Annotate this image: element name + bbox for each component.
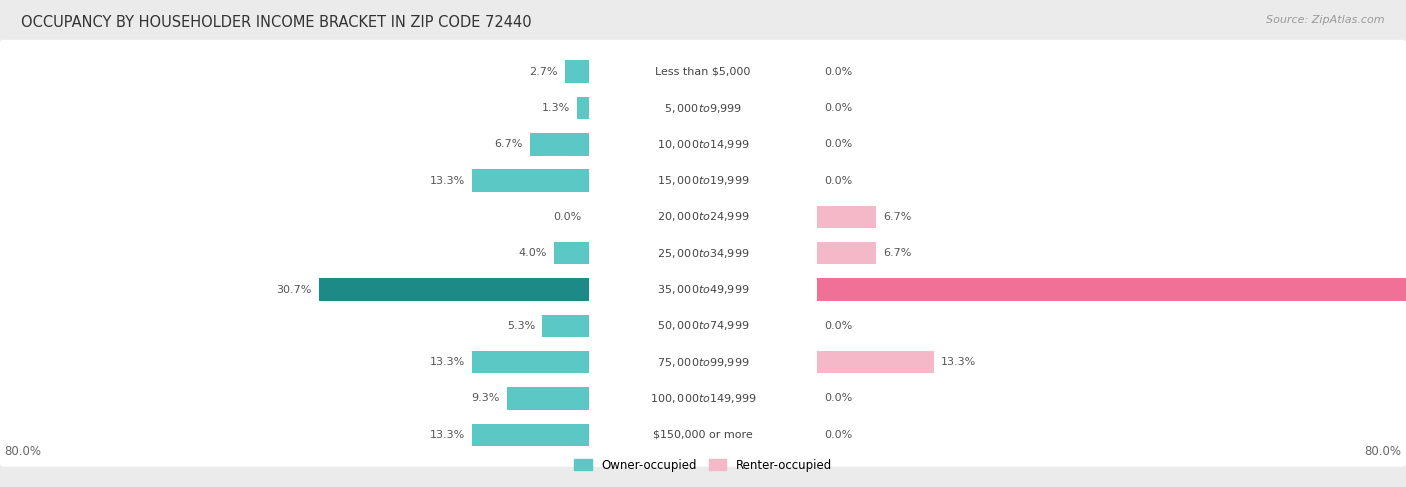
Text: OCCUPANCY BY HOUSEHOLDER INCOME BRACKET IN ZIP CODE 72440: OCCUPANCY BY HOUSEHOLDER INCOME BRACKET … [21,15,531,30]
Text: 2.7%: 2.7% [530,67,558,77]
Bar [472,351,589,374]
FancyBboxPatch shape [0,258,1406,321]
Text: 0.0%: 0.0% [824,103,852,113]
Text: 0.0%: 0.0% [824,393,852,403]
FancyBboxPatch shape [0,294,1406,358]
Text: 0.0%: 0.0% [554,212,582,222]
Text: $5,000 to $9,999: $5,000 to $9,999 [664,101,742,114]
Bar [508,387,589,410]
Text: $15,000 to $19,999: $15,000 to $19,999 [657,174,749,187]
Text: 6.7%: 6.7% [883,248,911,258]
Text: 0.0%: 0.0% [824,430,852,440]
Bar [817,206,876,228]
FancyBboxPatch shape [0,330,1406,394]
Bar [554,242,589,264]
Text: $35,000 to $49,999: $35,000 to $49,999 [657,283,749,296]
FancyBboxPatch shape [0,40,1406,104]
Bar [565,60,589,83]
Text: 4.0%: 4.0% [519,248,547,258]
Text: Less than $5,000: Less than $5,000 [655,67,751,77]
Bar [319,278,589,301]
Text: 6.7%: 6.7% [883,212,911,222]
FancyBboxPatch shape [0,112,1406,176]
Bar [472,169,589,192]
Text: 9.3%: 9.3% [471,393,501,403]
Text: 5.3%: 5.3% [508,321,536,331]
Bar [472,424,589,446]
Text: 0.0%: 0.0% [824,67,852,77]
Bar [578,97,589,119]
Bar [543,315,589,337]
Text: $150,000 or more: $150,000 or more [654,430,752,440]
Bar [817,242,876,264]
Text: $100,000 to $149,999: $100,000 to $149,999 [650,392,756,405]
Text: 6.7%: 6.7% [495,139,523,150]
FancyBboxPatch shape [0,403,1406,467]
FancyBboxPatch shape [0,76,1406,140]
Legend: Owner-occupied, Renter-occupied: Owner-occupied, Renter-occupied [569,454,837,476]
Text: 13.3%: 13.3% [430,176,465,186]
Text: 13.3%: 13.3% [430,357,465,367]
Text: 13.3%: 13.3% [430,430,465,440]
FancyBboxPatch shape [0,185,1406,249]
Text: $25,000 to $34,999: $25,000 to $34,999 [657,247,749,260]
FancyBboxPatch shape [0,367,1406,431]
Text: $50,000 to $74,999: $50,000 to $74,999 [657,319,749,332]
Text: 0.0%: 0.0% [824,176,852,186]
Text: 80.0%: 80.0% [4,445,41,458]
Text: 80.0%: 80.0% [1365,445,1402,458]
Text: 1.3%: 1.3% [543,103,571,113]
Text: 30.7%: 30.7% [277,284,312,295]
Bar [530,133,589,155]
Text: $20,000 to $24,999: $20,000 to $24,999 [657,210,749,224]
Bar [817,278,1406,301]
FancyBboxPatch shape [0,149,1406,213]
FancyBboxPatch shape [0,221,1406,285]
Text: $10,000 to $14,999: $10,000 to $14,999 [657,138,749,151]
Bar [817,351,934,374]
Text: Source: ZipAtlas.com: Source: ZipAtlas.com [1267,15,1385,25]
Text: 13.3%: 13.3% [941,357,976,367]
Text: $75,000 to $99,999: $75,000 to $99,999 [657,356,749,369]
Text: 0.0%: 0.0% [824,139,852,150]
Text: 0.0%: 0.0% [824,321,852,331]
